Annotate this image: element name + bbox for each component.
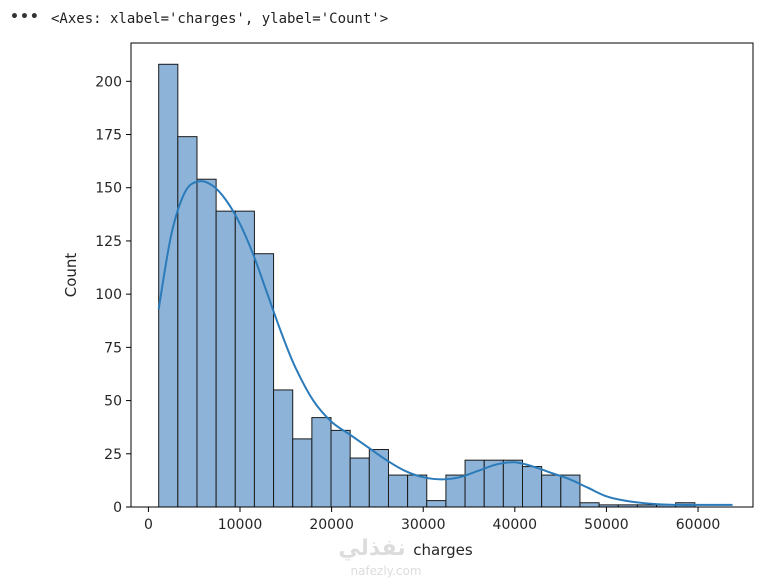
histogram-bar	[215, 210, 236, 508]
histogram-bar	[273, 389, 294, 508]
x-axis: 0 10000 20000 30000 40000 50000 60000	[144, 507, 720, 533]
histogram-bar	[292, 438, 313, 508]
watermark: نفذلي nafezly.com	[338, 536, 421, 578]
y-tick-label: 0	[113, 500, 122, 516]
histogram-bar	[579, 502, 600, 508]
kde-curve	[157, 180, 733, 506]
x-tick-label: 50000	[584, 517, 629, 533]
axes-frame	[130, 42, 754, 508]
y-tick-label: 150	[95, 181, 122, 197]
y-tick-label: 25	[104, 447, 122, 463]
histogram-bar	[253, 253, 275, 508]
x-tick-label: 20000	[309, 517, 354, 533]
histogram-bar	[311, 417, 332, 508]
cell-output-header: ••• <Axes: xlabel='charges', ylabel='Cou…	[0, 0, 774, 40]
histogram-bar	[407, 474, 428, 508]
x-tick-label: 10000	[218, 517, 263, 533]
histogram-bar	[196, 178, 217, 508]
y-axis-label: Count	[62, 253, 80, 298]
output-menu-button[interactable]: •••	[10, 9, 40, 25]
histogram-bar	[387, 474, 409, 508]
histogram-bar	[502, 459, 524, 508]
histogram-bar	[464, 459, 485, 508]
histogram-bar	[234, 210, 255, 508]
x-axis-label: charges	[413, 541, 473, 559]
histogram-bar	[541, 474, 562, 508]
x-tick-label: 0	[144, 517, 153, 533]
x-tick-label: 60000	[676, 517, 721, 533]
y-tick-label: 100	[95, 287, 122, 303]
histogram-bar	[177, 136, 198, 508]
output-repr-text: <Axes: xlabel='charges', ylabel='Count'>	[51, 11, 389, 27]
histogram-bar	[349, 457, 370, 508]
x-tick-label: 40000	[493, 517, 538, 533]
y-tick-label: 175	[95, 128, 122, 144]
histogram-bar	[426, 500, 447, 508]
watermark-logo-text: نفذلي	[338, 536, 405, 561]
y-tick-label: 50	[104, 394, 122, 410]
y-axis: 0 25 50 75 100 125 150 175 200	[95, 74, 131, 516]
watermark-site-text: nafezly.com	[350, 564, 421, 578]
histogram-bar	[522, 466, 543, 508]
histogram-bar	[368, 449, 389, 508]
histogram-bar	[330, 429, 351, 508]
y-tick-label: 200	[95, 74, 122, 90]
y-tick-label: 125	[95, 234, 122, 250]
bars-layer	[158, 63, 696, 508]
y-tick-label: 75	[104, 340, 122, 356]
x-tick-label: 30000	[401, 517, 446, 533]
